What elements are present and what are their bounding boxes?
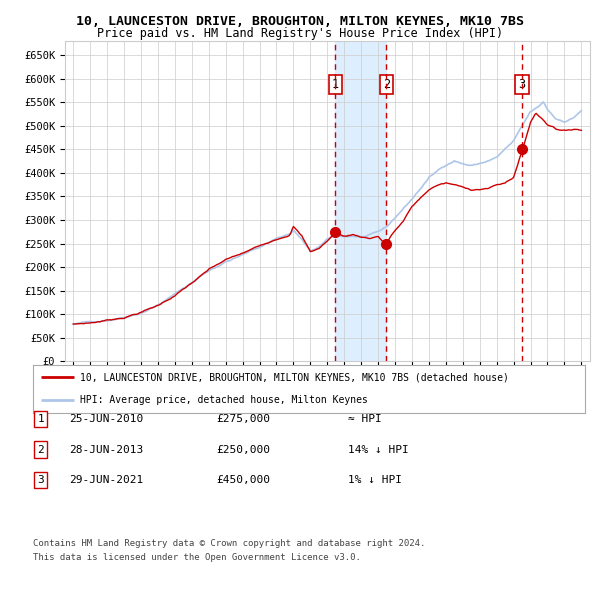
Text: Contains HM Land Registry data © Crown copyright and database right 2024.: Contains HM Land Registry data © Crown c…	[33, 539, 425, 548]
Text: 1: 1	[332, 78, 339, 91]
Text: £450,000: £450,000	[216, 476, 270, 485]
Text: 25-JUN-2010: 25-JUN-2010	[69, 414, 143, 424]
Text: HPI: Average price, detached house, Milton Keynes: HPI: Average price, detached house, Milt…	[80, 395, 368, 405]
Text: 29-JUN-2021: 29-JUN-2021	[69, 476, 143, 485]
Text: 1% ↓ HPI: 1% ↓ HPI	[348, 476, 402, 485]
Text: 14% ↓ HPI: 14% ↓ HPI	[348, 445, 409, 454]
Text: This data is licensed under the Open Government Licence v3.0.: This data is licensed under the Open Gov…	[33, 553, 361, 562]
Text: 28-JUN-2013: 28-JUN-2013	[69, 445, 143, 454]
Text: 1: 1	[37, 414, 44, 424]
Text: 2: 2	[37, 445, 44, 454]
Text: Price paid vs. HM Land Registry's House Price Index (HPI): Price paid vs. HM Land Registry's House …	[97, 27, 503, 40]
Bar	[335, 41, 386, 361]
Text: 10, LAUNCESTON DRIVE, BROUGHTON, MILTON KEYNES, MK10 7BS: 10, LAUNCESTON DRIVE, BROUGHTON, MILTON …	[76, 15, 524, 28]
Text: 3: 3	[37, 476, 44, 485]
Text: ≈ HPI: ≈ HPI	[348, 414, 382, 424]
Text: 2: 2	[383, 78, 390, 91]
Text: £250,000: £250,000	[216, 445, 270, 454]
Text: 3: 3	[518, 78, 526, 91]
Text: £275,000: £275,000	[216, 414, 270, 424]
Text: 10, LAUNCESTON DRIVE, BROUGHTON, MILTON KEYNES, MK10 7BS (detached house): 10, LAUNCESTON DRIVE, BROUGHTON, MILTON …	[80, 372, 509, 382]
